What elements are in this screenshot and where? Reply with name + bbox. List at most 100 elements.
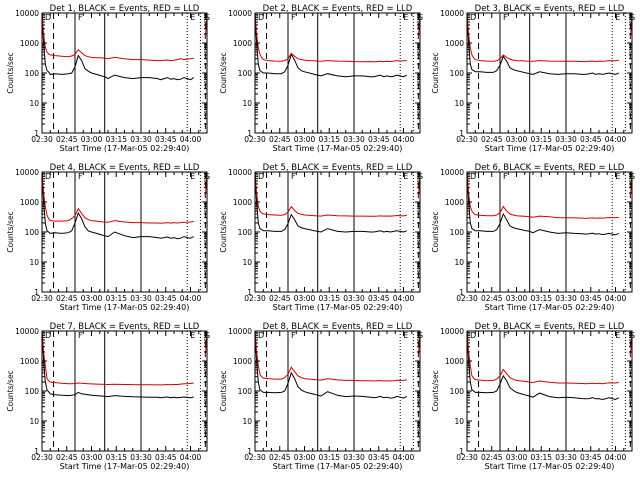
y-tick-label: 1: [34, 129, 39, 138]
y-tick-label: 10: [29, 258, 39, 267]
y-tick-label: 10: [242, 99, 252, 108]
x-axis-label: Start Time (17-Mar-05 02:29:40): [60, 462, 190, 471]
plot-area: [255, 331, 420, 451]
flag-label: S: [630, 13, 635, 22]
lld-rise-line: [204, 332, 207, 356]
y-tick-label: 1: [34, 288, 39, 297]
plot-area: [255, 172, 420, 292]
y-tick-label: 1000: [233, 39, 252, 48]
x-tick-label: 03:15: [318, 294, 340, 303]
lld-rise-line: [417, 332, 420, 356]
plot-area: [467, 13, 632, 133]
x-tick-label: 03:00: [81, 135, 103, 144]
lld-rise-line: [629, 14, 632, 38]
panel-title: Det 5, BLACK = Events, RED = LLD: [263, 163, 413, 173]
panel-title: Det 4, BLACK = Events, RED = LLD: [50, 163, 200, 173]
x-tick-label: 03:30: [343, 294, 365, 303]
x-tick-label: 02:30: [244, 294, 266, 303]
x-tick-label: 02:45: [56, 453, 78, 462]
lld-rise-line: [204, 173, 207, 197]
y-tick-label: 100: [450, 228, 465, 237]
x-tick-label: 03:30: [130, 135, 152, 144]
y-tick-label: 1000: [20, 198, 39, 207]
flag-label: E: [403, 172, 408, 181]
panel-title: Det 8, BLACK = Events, RED = LLD: [263, 322, 413, 332]
events-line: [255, 172, 407, 233]
y-tick-label: 1000: [233, 198, 252, 207]
x-tick-label: 02:30: [31, 135, 53, 144]
plot-area: [467, 172, 632, 292]
events-line: [42, 331, 194, 399]
x-tick-label: 04:00: [180, 453, 202, 462]
y-tick-label: 10: [242, 258, 252, 267]
x-tick-label: 03:15: [530, 294, 552, 303]
y-tick-label: 1: [459, 288, 464, 297]
axes-frame: [41, 171, 208, 293]
y-tick-label: 10: [242, 417, 252, 426]
x-tick-label: 03:00: [294, 453, 316, 462]
lld-line: [255, 172, 407, 217]
y-tick-label: 1: [34, 447, 39, 456]
x-tick-label: 04:00: [393, 135, 415, 144]
x-tick-label: 03:00: [294, 135, 316, 144]
panel-title: Det 6, BLACK = Events, RED = LLD: [475, 163, 625, 173]
axes-frame: [254, 330, 421, 452]
x-tick-label: 03:30: [343, 135, 365, 144]
x-tick-label: 02:45: [56, 135, 78, 144]
x-axis-label: Start Time (17-Mar-05 02:29:40): [60, 144, 190, 153]
lld-line: [255, 13, 407, 63]
y-tick-label: 1000: [20, 357, 39, 366]
y-tick-label: 10000: [228, 327, 252, 336]
y-axis-label: Counts/sec: [219, 211, 228, 252]
y-tick-label: 100: [450, 69, 465, 78]
lld-rise-line: [417, 14, 420, 38]
x-tick-label: 03:30: [555, 453, 577, 462]
events-line: [42, 13, 195, 81]
flag-label: S: [205, 13, 210, 22]
y-tick-label: 10000: [228, 9, 252, 18]
flag-label: S: [205, 331, 210, 340]
x-tick-label: 03:45: [580, 294, 602, 303]
y-tick-label: 100: [238, 228, 253, 237]
flag-label: D: [470, 331, 476, 340]
panel-title: Det 1, BLACK = Events, RED = LLD: [50, 4, 200, 14]
x-tick-label: 02:45: [269, 453, 291, 462]
y-axis-label: Counts/sec: [219, 370, 228, 411]
plot-area: [255, 13, 420, 133]
y-tick-label: 10000: [440, 9, 464, 18]
panel-title: Det 2, BLACK = Events, RED = LLD: [263, 4, 413, 14]
flag-label: F: [503, 331, 508, 340]
x-axis-label: Start Time (17-Mar-05 02:29:40): [485, 462, 615, 471]
y-tick-label: 10: [454, 258, 464, 267]
x-tick-label: 03:00: [81, 294, 103, 303]
x-tick-label: 02:30: [244, 453, 266, 462]
y-tick-label: 1: [247, 447, 252, 456]
x-tick-label: 03:00: [506, 135, 528, 144]
x-tick-label: 03:15: [105, 135, 127, 144]
plot-area: [42, 172, 207, 292]
events-line: [42, 172, 195, 240]
x-tick-label: 04:00: [180, 135, 202, 144]
lld-line: [467, 331, 619, 385]
y-tick-label: 10000: [228, 168, 252, 177]
x-tick-label: 03:45: [580, 453, 602, 462]
axes-frame: [41, 330, 208, 452]
flag-label: S: [630, 172, 635, 181]
y-axis-label: Counts/sec: [6, 370, 15, 411]
x-tick-label: 02:30: [456, 294, 478, 303]
y-tick-label: 10: [29, 99, 39, 108]
y-tick-label: 1: [247, 288, 252, 297]
x-tick-label: 03:15: [105, 453, 127, 462]
flag-label: E: [403, 331, 408, 340]
x-tick-label: 03:30: [130, 453, 152, 462]
plot-area: [42, 13, 207, 133]
flag-label: F: [503, 172, 508, 181]
y-tick-label: 10000: [15, 9, 39, 18]
axes-frame: [254, 12, 421, 134]
lld-rise-line: [629, 173, 632, 197]
x-tick-label: 03:30: [555, 294, 577, 303]
panel-title: Det 9, BLACK = Events, RED = LLD: [475, 322, 625, 332]
